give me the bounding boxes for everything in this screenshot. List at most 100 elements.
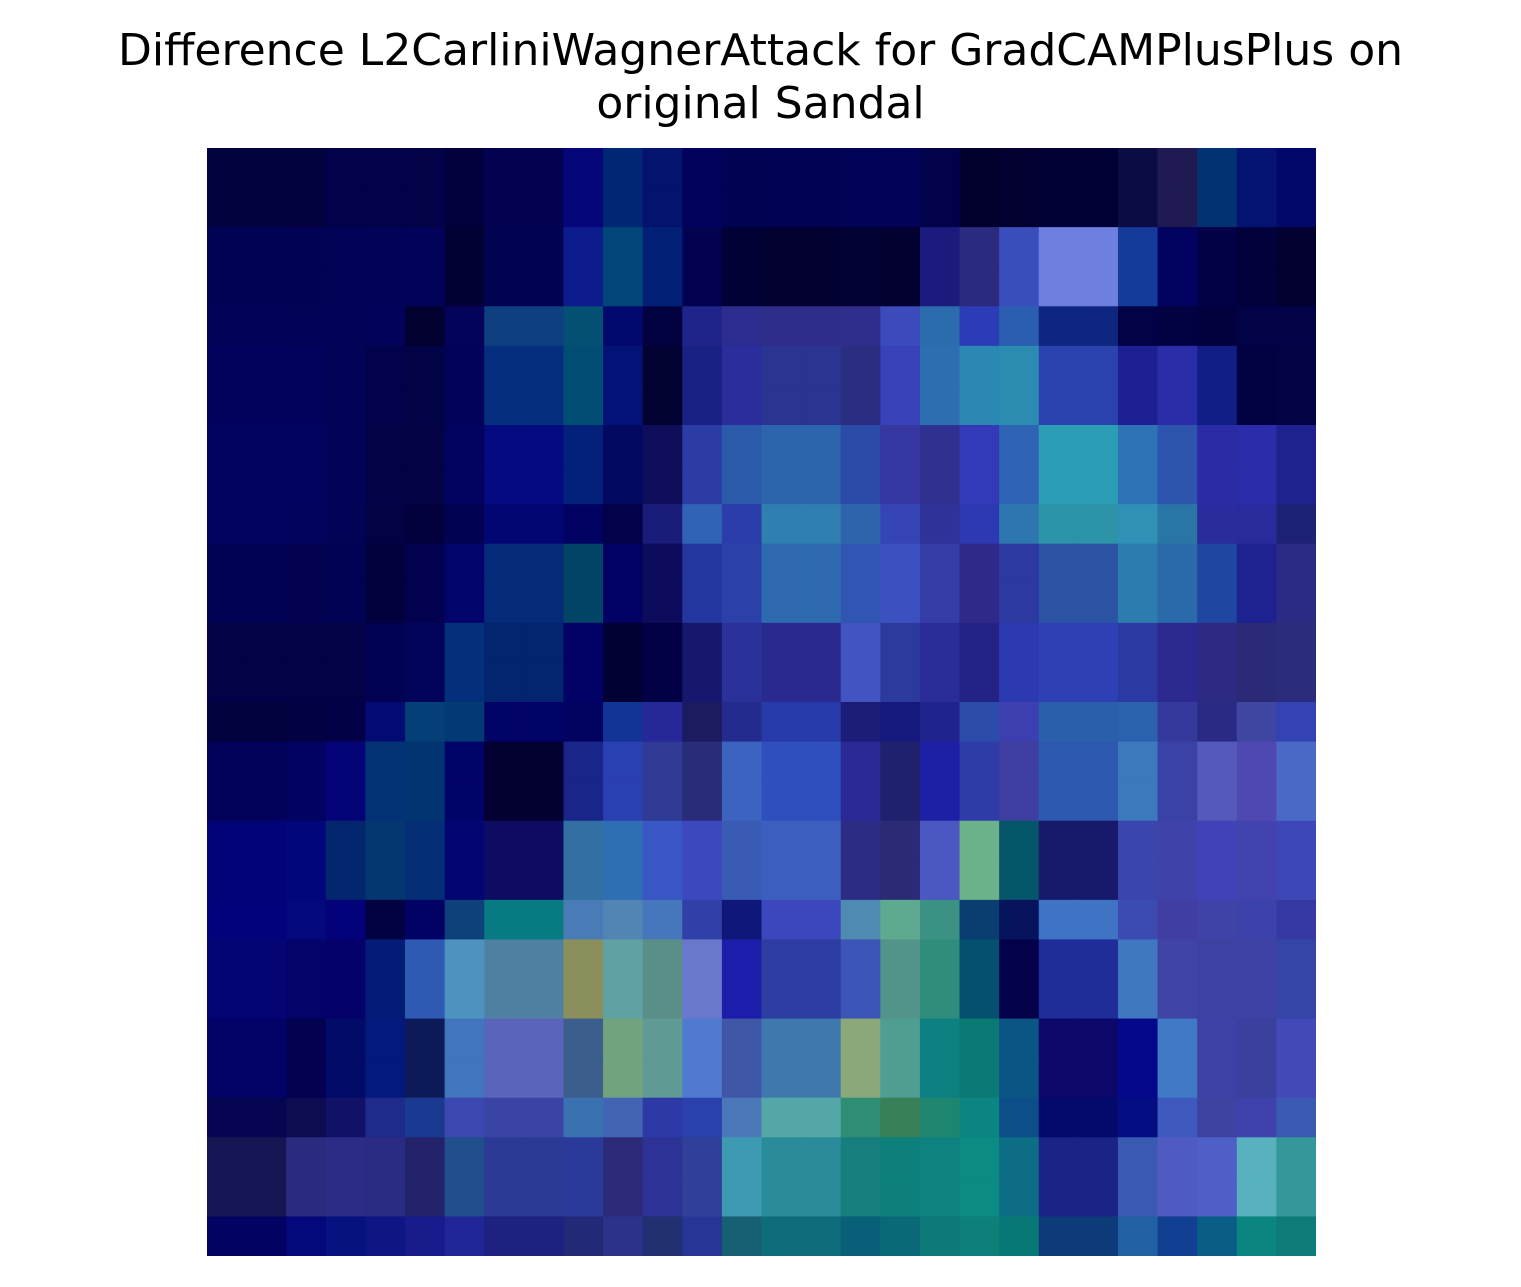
heatmap-cell	[1117, 187, 1159, 228]
heatmap-cell	[919, 820, 961, 861]
heatmap-cell	[246, 1216, 287, 1256]
heatmap-cell	[959, 939, 1000, 980]
heatmap-cell	[761, 899, 802, 941]
heatmap-cell	[325, 1216, 367, 1256]
heatmap-cell	[405, 1018, 446, 1059]
heatmap-cell	[642, 702, 683, 743]
heatmap-cell	[484, 227, 525, 268]
heatmap-cell	[325, 702, 367, 743]
heatmap-cell	[405, 385, 446, 426]
heatmap-cell	[405, 899, 446, 941]
heatmap-cell	[444, 1058, 485, 1099]
heatmap-cell	[761, 464, 802, 505]
heatmap-cell	[563, 187, 604, 228]
heatmap-cell	[523, 187, 565, 228]
heatmap-cell	[207, 939, 248, 980]
heatmap-cell	[880, 345, 921, 387]
heatmap-cell	[959, 979, 1000, 1020]
heatmap-cell	[603, 266, 644, 307]
heatmap-cell	[484, 306, 525, 347]
heatmap-cell	[286, 702, 327, 743]
heatmap-cell	[563, 1216, 604, 1256]
heatmap-cell	[405, 820, 446, 861]
heatmap-cell	[1038, 227, 1079, 268]
heatmap-cell	[484, 187, 525, 228]
heatmap-cell	[642, 781, 683, 822]
heatmap-cell	[1157, 702, 1198, 743]
heatmap-cell	[246, 820, 287, 861]
heatmap-cell	[325, 306, 367, 347]
heatmap-cell	[959, 860, 1000, 901]
heatmap-cell	[1276, 425, 1316, 466]
heatmap-cell	[880, 385, 921, 426]
heatmap-cell	[1236, 1176, 1277, 1218]
heatmap-cell	[444, 148, 485, 189]
heatmap-cell	[919, 860, 961, 901]
heatmap-cell	[840, 1176, 881, 1218]
heatmap-cell	[682, 1018, 723, 1059]
heatmap-cell	[1117, 899, 1159, 941]
heatmap-cell	[919, 1058, 961, 1099]
heatmap-cell	[365, 899, 406, 941]
heatmap-cell	[365, 622, 406, 664]
heatmap-cell	[880, 939, 921, 980]
heatmap-cell	[682, 187, 723, 228]
heatmap-cell	[999, 820, 1040, 861]
heatmap-cell	[405, 543, 446, 584]
heatmap-cell	[1157, 266, 1198, 307]
heatmap-cell	[286, 899, 327, 941]
heatmap-cell	[721, 820, 763, 861]
heatmap-cell	[563, 741, 604, 782]
heatmap-cell	[919, 1018, 961, 1059]
heatmap-cell	[919, 622, 961, 664]
heatmap-cell	[1078, 820, 1119, 861]
heatmap-cell	[444, 464, 485, 505]
heatmap-cell	[880, 227, 921, 268]
heatmap-cell	[919, 702, 961, 743]
heatmap-cell	[484, 425, 525, 466]
heatmap-cell	[1236, 820, 1277, 861]
heatmap-cell	[761, 820, 802, 861]
heatmap-cell	[999, 464, 1040, 505]
heatmap-cell	[880, 306, 921, 347]
heatmap-cell	[1038, 1137, 1079, 1178]
heatmap-cell	[1038, 504, 1079, 545]
heatmap-cell	[523, 148, 565, 189]
heatmap-cell	[563, 1137, 604, 1178]
heatmap-cell	[484, 464, 525, 505]
heatmap-cell	[1038, 385, 1079, 426]
heatmap-cell	[880, 1216, 921, 1256]
heatmap-cell	[523, 662, 565, 703]
heatmap-cell	[840, 543, 881, 584]
heatmap-cell	[959, 148, 1000, 189]
heatmap-cell	[1197, 1097, 1238, 1138]
heatmap-cell	[1197, 306, 1238, 347]
heatmap-cell	[1038, 979, 1079, 1020]
heatmap-cell	[365, 1216, 406, 1256]
heatmap-cell	[207, 1097, 248, 1138]
heatmap-cell	[1197, 227, 1238, 268]
heatmap-cell	[642, 385, 683, 426]
heatmap-cell	[1078, 622, 1119, 664]
heatmap-cell	[999, 1216, 1040, 1256]
heatmap-cell	[365, 504, 406, 545]
heatmap-cell	[603, 979, 644, 1020]
heatmap-cell	[603, 385, 644, 426]
heatmap-cell	[1276, 148, 1316, 189]
heatmap-cell	[1236, 1097, 1277, 1138]
heatmap-cell	[1236, 939, 1277, 980]
heatmap-cell	[721, 1058, 763, 1099]
heatmap-cell	[484, 741, 525, 782]
heatmap-cell	[365, 385, 406, 426]
heatmap-cell	[563, 781, 604, 822]
heatmap-cell	[286, 385, 327, 426]
heatmap-cell	[207, 266, 248, 307]
heatmap-cell	[1157, 741, 1198, 782]
heatmap-cell	[642, 464, 683, 505]
heatmap-cell	[801, 820, 842, 861]
heatmap-cell	[840, 464, 881, 505]
heatmap-cell	[444, 266, 485, 307]
heatmap-cell	[325, 1176, 367, 1218]
heatmap-cell	[1117, 662, 1159, 703]
heatmap-cell	[682, 583, 723, 624]
